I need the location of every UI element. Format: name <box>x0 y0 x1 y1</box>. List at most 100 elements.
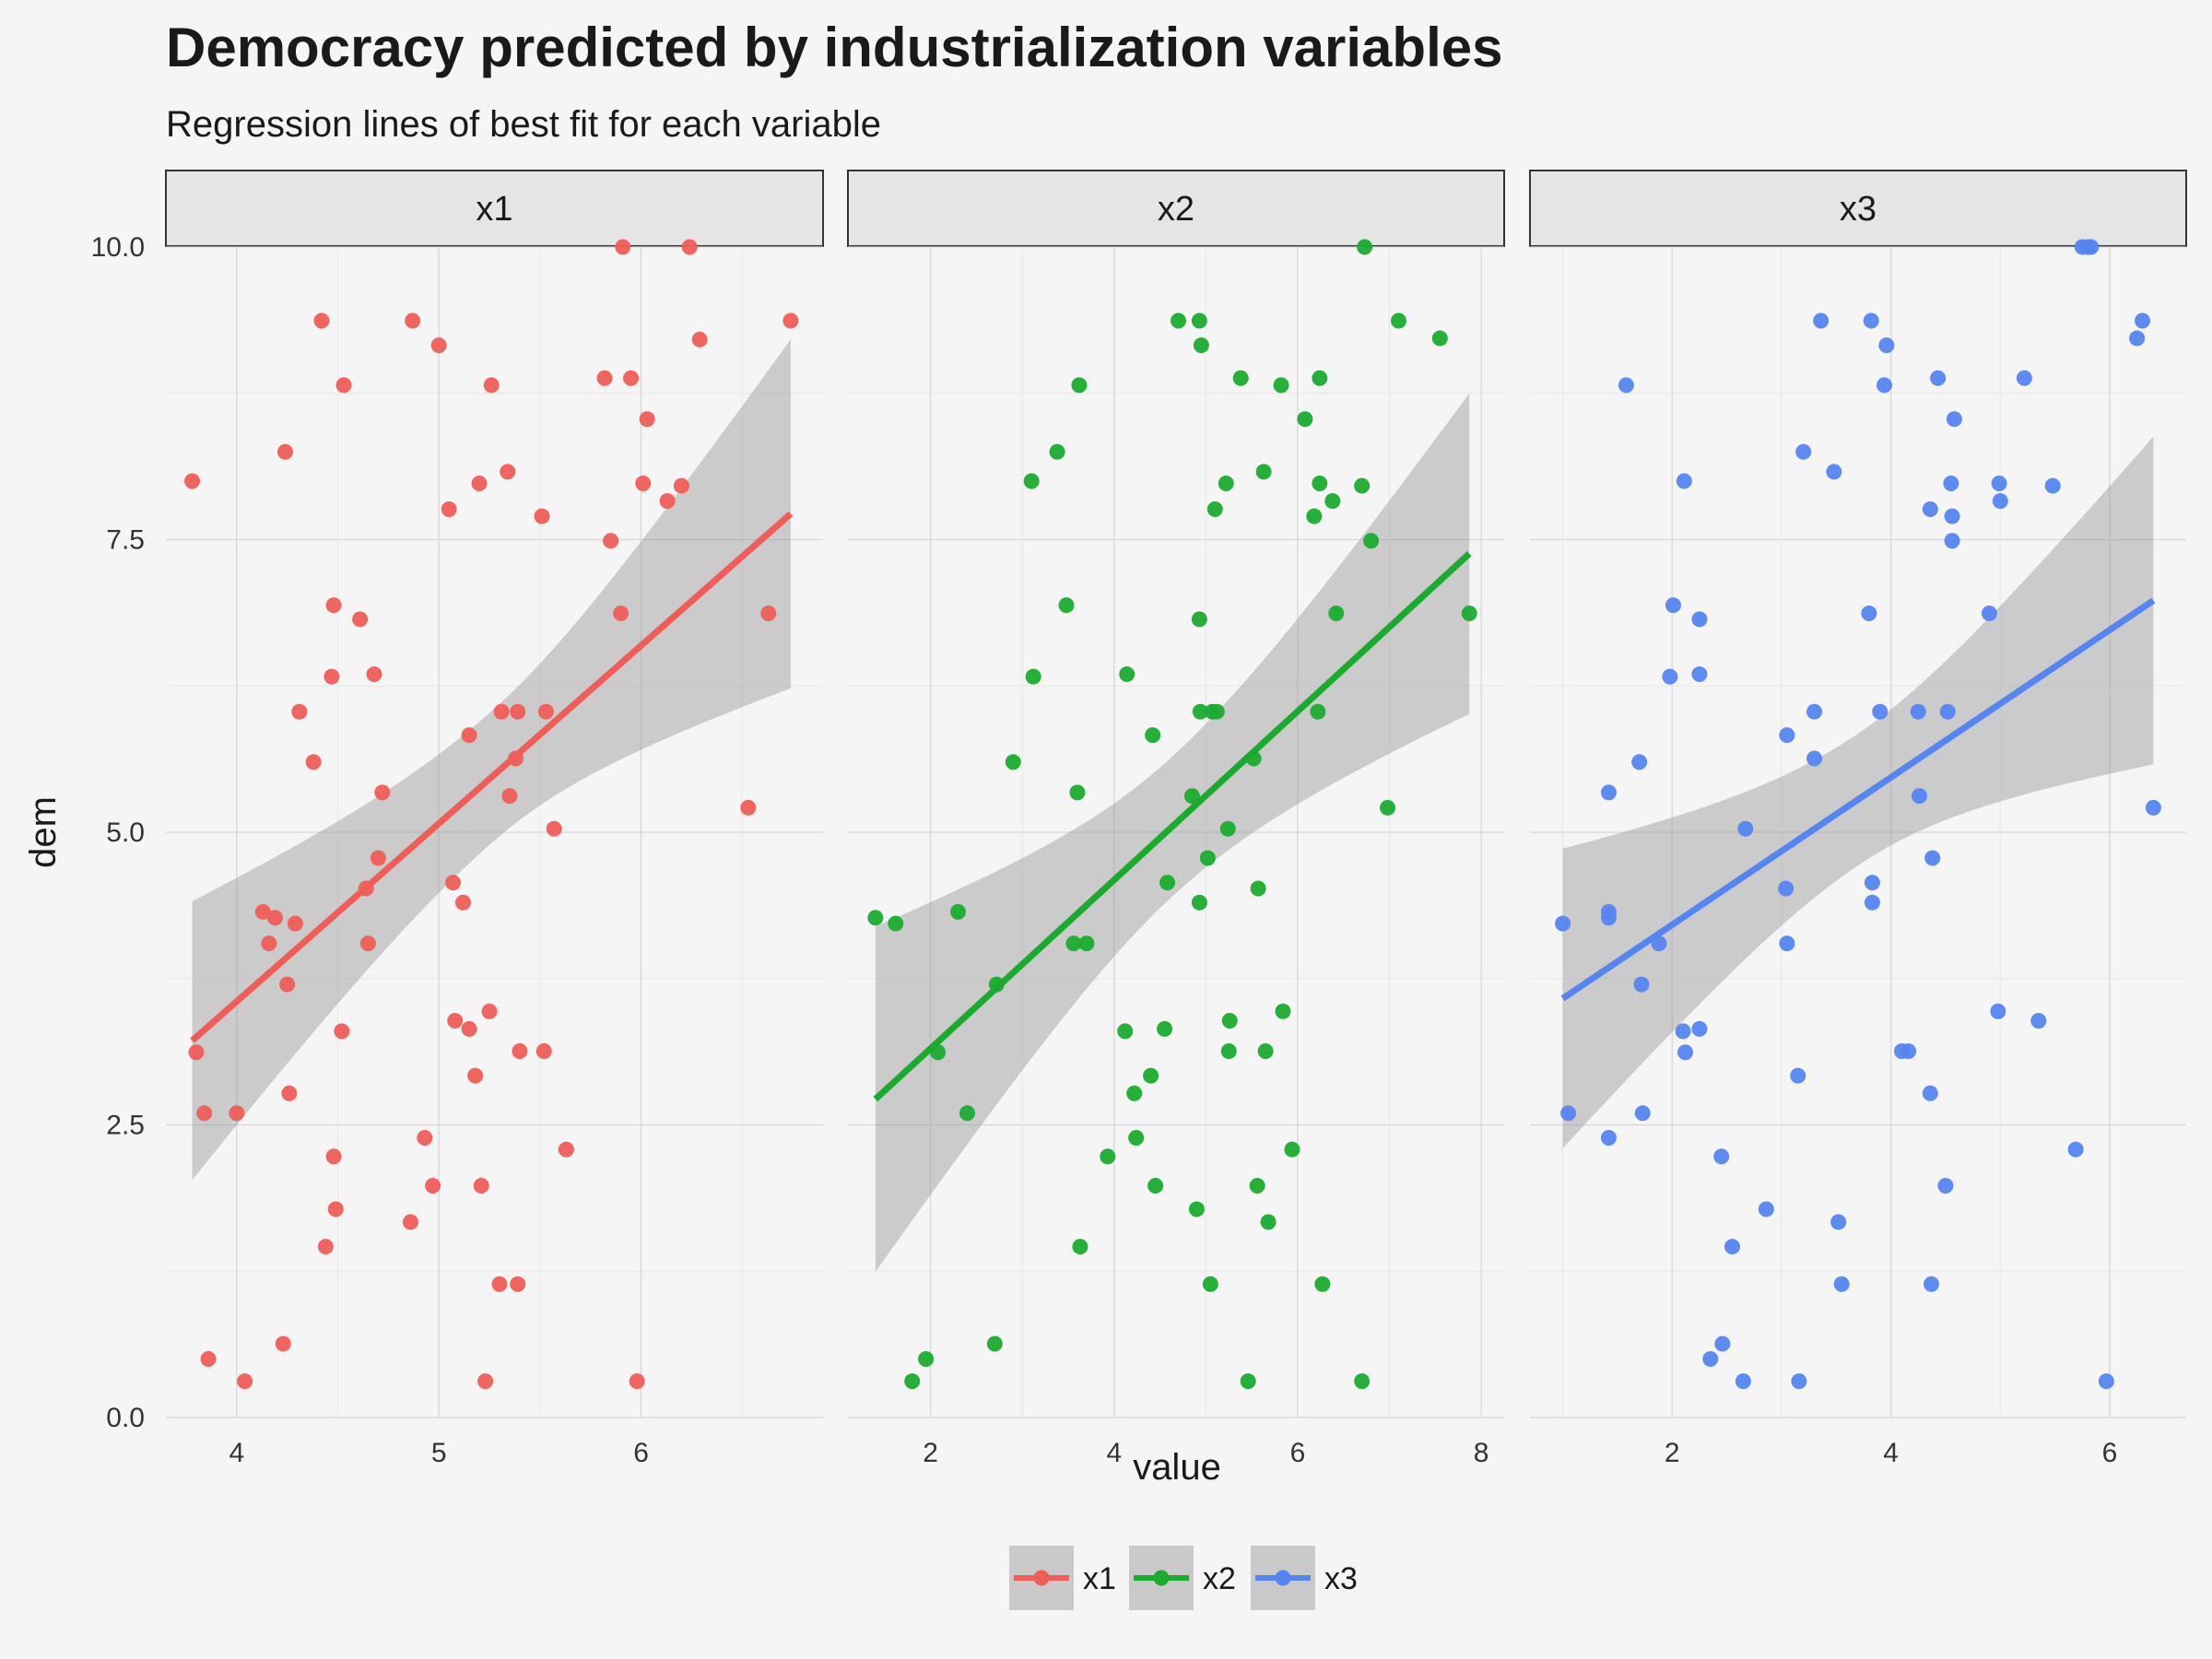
data-point <box>1878 337 1895 354</box>
regression-line-x1 <box>190 511 794 1043</box>
data-point <box>1631 754 1648 771</box>
data-point <box>1910 703 1926 720</box>
data-point <box>327 1201 344 1218</box>
data-point <box>500 464 516 480</box>
data-point <box>1872 703 1888 720</box>
data-point <box>1981 606 1997 622</box>
data-point <box>1702 1351 1719 1367</box>
facet-strip-label: x1 <box>476 190 512 229</box>
data-point <box>1390 312 1406 329</box>
data-point <box>1991 476 2007 492</box>
data-point <box>1618 377 1634 394</box>
data-point <box>1273 377 1289 394</box>
x-tick-label: 2 <box>923 1438 938 1468</box>
data-point <box>1249 1178 1265 1194</box>
y-tick-label: 5.0 <box>106 818 145 848</box>
data-point <box>1202 1276 1218 1292</box>
data-point <box>1691 1020 1708 1037</box>
data-point <box>1922 500 1938 517</box>
data-point <box>1713 1148 1730 1165</box>
legend-item-x2: x2 <box>1129 1546 1236 1610</box>
data-point <box>1219 820 1236 837</box>
data-point <box>305 754 322 771</box>
data-point <box>673 477 689 494</box>
data-point <box>491 1276 508 1292</box>
x-axis-title: value <box>1133 1447 1221 1488</box>
facet-panels: x1 4 5 6 x2 2 4 6 8 x3 2 4 6 <box>165 170 2187 1468</box>
data-point <box>317 1239 334 1255</box>
data-point <box>1724 1239 1741 1255</box>
data-point <box>471 476 488 492</box>
data-point <box>430 337 447 354</box>
data-point <box>537 703 554 720</box>
data-point <box>1157 1020 1173 1037</box>
x-tick-label: 6 <box>1290 1438 1306 1468</box>
data-point <box>405 312 421 329</box>
facet-panel-x3: x3 2 4 6 <box>1529 170 2187 1468</box>
data-point <box>1297 411 1313 428</box>
data-point <box>1737 820 1754 837</box>
data-point <box>196 1105 213 1122</box>
data-point <box>2145 799 2161 816</box>
data-point <box>1312 370 1328 386</box>
data-point <box>1944 533 1960 549</box>
data-point <box>1600 910 1617 926</box>
data-point <box>681 239 698 255</box>
data-point <box>949 903 966 920</box>
legend-label: x2 <box>1203 1561 1236 1596</box>
data-point <box>1795 443 1812 460</box>
y-tick-label: 0.0 <box>106 1403 145 1433</box>
legend-key-point <box>1153 1570 1170 1586</box>
data-point <box>473 1178 489 1194</box>
data-point <box>1939 703 1956 720</box>
facet-panel-x2: x2 2 4 6 8 <box>847 170 1505 1468</box>
x-tick-label: 5 <box>431 1438 447 1468</box>
data-point <box>1992 493 2008 510</box>
data-point <box>402 1214 418 1230</box>
data-point <box>477 1373 494 1390</box>
data-point <box>2067 1141 2084 1158</box>
data-point <box>1126 1085 1143 1101</box>
data-point <box>1183 788 1200 805</box>
data-point <box>454 894 471 911</box>
data-point <box>1143 1067 1159 1084</box>
facet-strip-x3 <box>1529 170 2187 247</box>
data-point <box>1675 1023 1691 1040</box>
data-point <box>1900 1042 1917 1059</box>
facet-panel-x1: x1 4 5 6 <box>165 170 824 1468</box>
data-point <box>1944 508 1960 524</box>
data-point <box>1049 443 1065 460</box>
data-point <box>352 611 369 628</box>
data-point <box>613 606 629 622</box>
data-point <box>1943 476 1959 492</box>
data-point <box>2016 370 2032 386</box>
data-point <box>2098 1373 2114 1390</box>
data-point <box>461 1020 477 1037</box>
data-point <box>1665 597 1681 614</box>
data-point <box>417 1129 433 1146</box>
x-tick-label: 4 <box>1106 1438 1122 1468</box>
data-point <box>1275 1003 1291 1019</box>
data-point <box>603 533 619 549</box>
data-point <box>1193 337 1209 354</box>
data-point <box>1357 239 1373 255</box>
y-tick-label: 10.0 <box>91 232 145 263</box>
data-point <box>1145 727 1161 744</box>
data-point <box>266 910 283 926</box>
data-point <box>1191 611 1207 628</box>
data-point <box>1863 312 1879 329</box>
data-point <box>291 703 308 720</box>
data-point <box>1310 703 1326 720</box>
data-point <box>1170 312 1186 329</box>
data-point <box>483 377 500 394</box>
data-point <box>1191 312 1207 329</box>
data-point <box>279 976 296 993</box>
x-tick-label: 6 <box>2102 1438 2118 1468</box>
data-point <box>782 312 799 329</box>
data-point <box>1676 473 1692 489</box>
legend-label: x3 <box>1324 1561 1358 1596</box>
data-point <box>1072 1239 1088 1255</box>
data-point <box>1188 1201 1205 1218</box>
data-point <box>1192 703 1208 720</box>
data-point <box>1876 377 1892 394</box>
